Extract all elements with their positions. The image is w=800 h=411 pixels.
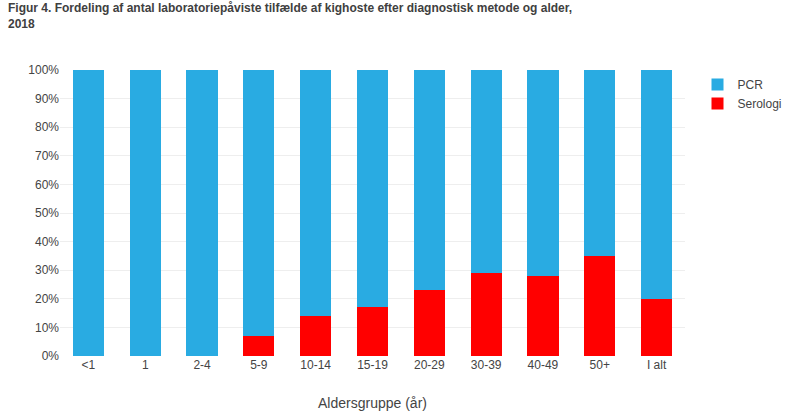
svg-text:100%: 100% [28,63,59,77]
svg-text:50+: 50+ [590,358,610,372]
svg-text:50%: 50% [35,206,59,220]
svg-text:40-49: 40-49 [528,358,559,372]
svg-text:Aldersgruppe (år): Aldersgruppe (år) [318,395,427,411]
svg-text:0%: 0% [42,349,60,363]
svg-text:15-19: 15-19 [357,358,388,372]
svg-text:PCR: PCR [738,78,764,92]
svg-text:20%: 20% [35,292,59,306]
svg-text:60%: 60% [35,178,59,192]
svg-text:Serologi: Serologi [738,97,782,111]
svg-text:90%: 90% [35,92,59,106]
svg-text:30%: 30% [35,263,59,277]
svg-text:Figur 4. Fordeling af antal la: Figur 4. Fordeling af antal laboratoriep… [8,1,572,31]
svg-text:40%: 40% [35,235,59,249]
svg-text:30-39: 30-39 [471,358,502,372]
svg-text:70%: 70% [35,149,59,163]
svg-text:10-14: 10-14 [300,358,331,372]
svg-text:10%: 10% [35,321,59,335]
svg-text:I alt: I alt [647,358,667,372]
svg-text:20-29: 20-29 [414,358,445,372]
svg-text:1: 1 [142,358,149,372]
svg-text:80%: 80% [35,120,59,134]
svg-text:5-9: 5-9 [250,358,268,372]
svg-text:<1: <1 [82,358,96,372]
svg-text:2-4: 2-4 [193,358,211,372]
